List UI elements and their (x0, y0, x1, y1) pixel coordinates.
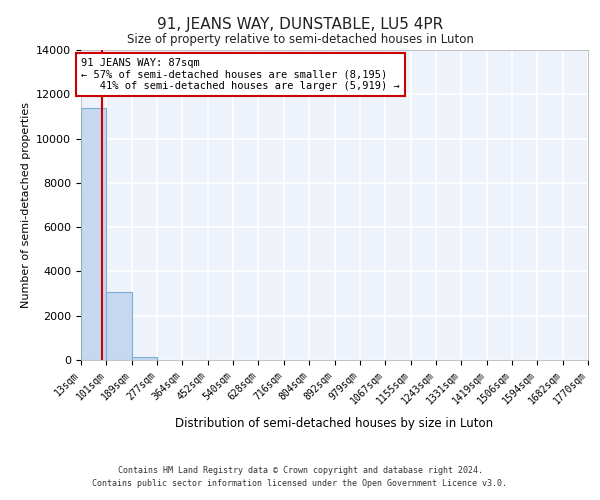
Text: Contains HM Land Registry data © Crown copyright and database right 2024.
Contai: Contains HM Land Registry data © Crown c… (92, 466, 508, 487)
Text: 91, JEANS WAY, DUNSTABLE, LU5 4PR: 91, JEANS WAY, DUNSTABLE, LU5 4PR (157, 18, 443, 32)
Bar (81, 108, 106, 360)
Bar (132, 356, 157, 360)
Text: 91 JEANS WAY: 87sqm
← 57% of semi-detached houses are smaller (8,195)
   41% of : 91 JEANS WAY: 87sqm ← 57% of semi-detach… (81, 58, 400, 91)
Bar (106, 292, 132, 360)
Text: Size of property relative to semi-detached houses in Luton: Size of property relative to semi-detach… (127, 32, 473, 46)
Y-axis label: Number of semi-detached properties: Number of semi-detached properties (20, 102, 31, 308)
X-axis label: Distribution of semi-detached houses by size in Luton: Distribution of semi-detached houses by … (175, 417, 494, 430)
